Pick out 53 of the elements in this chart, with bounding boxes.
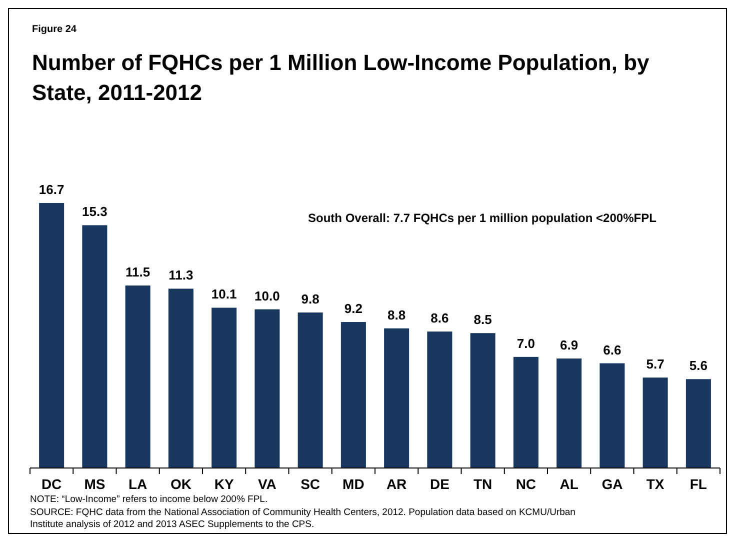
x-tick-label: FL [690,476,708,492]
x-tick-label: LA [128,476,148,492]
chart-subtitle: Figure 24 [32,24,77,35]
data-label: 11.5 [126,264,150,280]
x-tick-label: DE [430,476,450,492]
data-label: 15.3 [82,204,108,220]
x-tick-label: MD [342,476,364,492]
bar [125,286,150,468]
bar [212,308,237,468]
x-tick-label: MS [84,476,106,492]
bar [470,333,496,468]
data-label: 6.9 [560,338,578,353]
bar [513,356,538,468]
bar [556,358,582,468]
data-label: 5.6 [689,358,708,374]
bar [642,378,668,468]
data-label: 10.1 [211,286,237,302]
data-label: 6.6 [603,342,622,358]
x-tick-label: NC [516,476,536,492]
data-label: 8.8 [388,307,406,322]
data-label: 7.0 [516,336,535,351]
bar [298,312,323,468]
x-tick-label: KY [214,476,234,492]
data-label: 10.0 [254,288,280,304]
source-note: SOURCE: FQHC data from the National Association of Community Health Centers, 2012. Population data based on KCMU/Urban Institute analysis of 2012 and 2013 ASEC Supplements to the CPS. [30,507,576,530]
bar [427,332,452,468]
annotation: South Overall: 7.7 FQHCs per 1 million population <200%FPL [308,211,656,225]
text: NOTE: “Low-Income” refers to income below 200% FPL. [30,494,268,505]
x-tick-label: GA [602,476,623,492]
bar [340,322,366,468]
data-label: 11.3 [168,268,194,283]
bar [686,379,711,468]
data-label: 5.7 [646,356,664,372]
x-tick-label: OK [170,476,192,492]
x-tick-label: AL [560,476,579,492]
x-tick-label: TX [646,476,665,492]
bar [168,288,194,468]
x-tick-label: DC [41,476,62,492]
data-label: 9.2 [344,301,362,316]
chart-title: Number of FQHCs per 1 Million Low-Income Population, by State, 2011-2012 [32,50,650,105]
data-label: 16.7 [38,182,64,197]
x-tick-label: AR [386,476,407,492]
data-label: 8.6 [430,310,449,326]
data-label: 8.5 [474,312,492,328]
bar [254,309,280,468]
bar [384,328,410,468]
bar [39,203,64,468]
x-tick-label: SC [300,476,320,492]
bar [600,363,625,468]
x-tick-label: TN [473,476,492,492]
bar [82,225,108,468]
x-tick-label: VA [258,476,276,492]
data-label: 9.8 [301,291,320,306]
